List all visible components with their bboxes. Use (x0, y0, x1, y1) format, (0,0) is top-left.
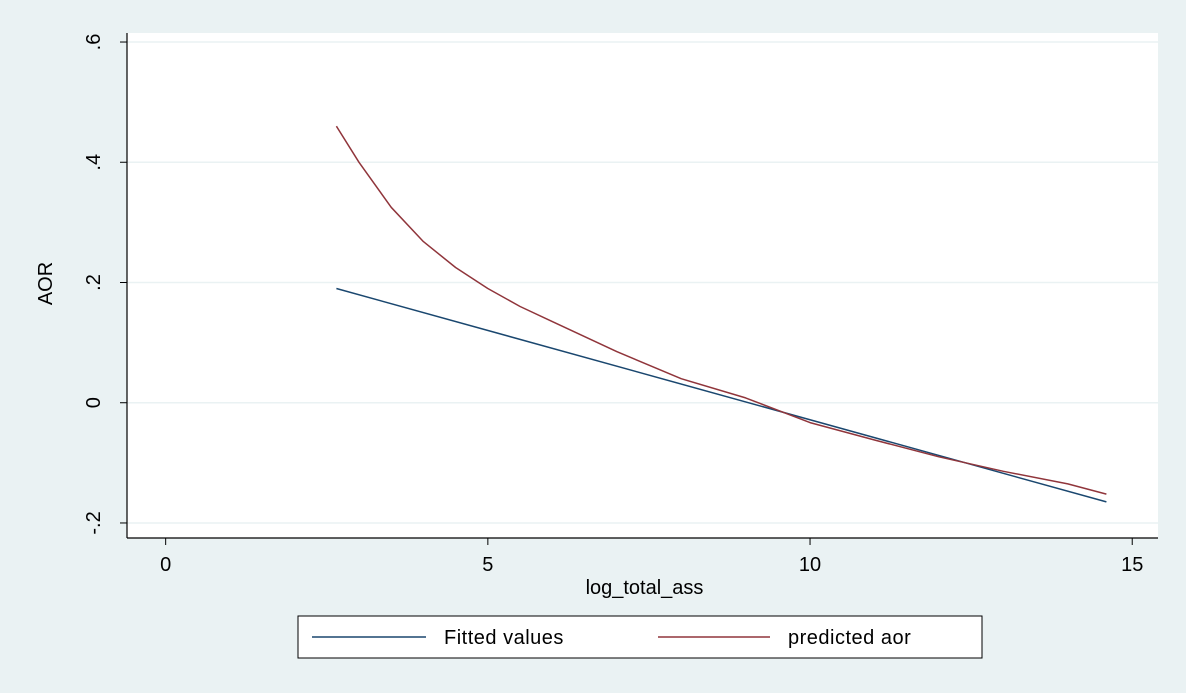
x-axis-title: log_total_ass (586, 577, 704, 599)
x-tick-label: 5 (482, 554, 493, 576)
plot-area (127, 33, 1158, 538)
series-lines (335, 125, 1107, 503)
x-tick-label: 15 (1121, 554, 1143, 576)
y-axis-title: AOR (35, 262, 57, 305)
y-tick-label: -.2 (83, 511, 105, 534)
x-tick-label: 0 (160, 554, 171, 576)
x-tick-label: 10 (799, 554, 821, 576)
legend: Fitted values predicted aor (297, 615, 983, 659)
legend-label-predicted-aor: predicted aor (788, 627, 911, 649)
legend-label-fitted-values: Fitted values (444, 627, 564, 649)
gridlines (127, 41, 1158, 524)
series-line-1 (335, 125, 1107, 495)
y-tick-label: .6 (83, 34, 105, 51)
y-tick-label: .4 (83, 154, 105, 171)
y-tick-label: 0 (83, 397, 105, 408)
x-axis-ticks: 0 5 10 15 (160, 538, 1143, 576)
y-axis-ticks: -.2 0 .2 .4 .6 (83, 34, 127, 535)
y-tick-label: .2 (83, 274, 105, 291)
